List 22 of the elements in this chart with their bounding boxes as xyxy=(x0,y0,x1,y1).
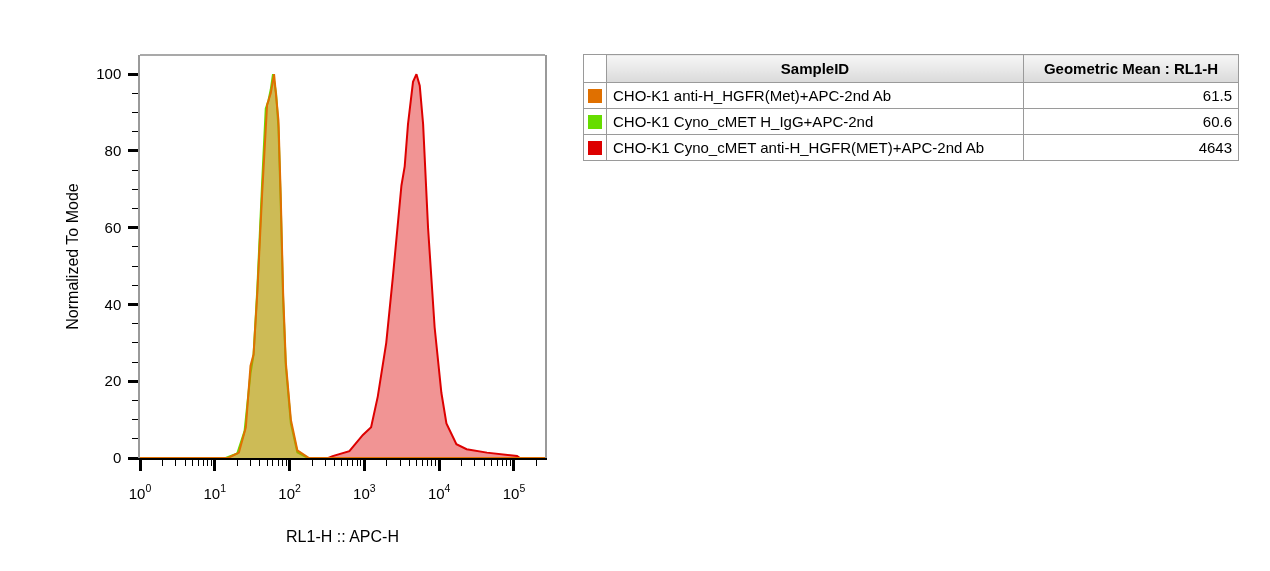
legend-label: CHO-K1 Cyno_cMET anti-H_HGFR(MET)+APC-2nd Ab xyxy=(606,134,1024,161)
y-tick-label: 0 xyxy=(112,449,122,467)
text: 60.6 xyxy=(1023,108,1239,135)
text: 4643 xyxy=(1023,134,1239,161)
legend-label: CHO-K1 anti-H_HGFR(Met)+APC-2nd Ab xyxy=(606,82,1024,109)
text: Geometric Mean : RL1-H xyxy=(1023,54,1239,83)
y-tick-label: 100 xyxy=(96,65,122,83)
x-tick-label: 10$^{1}$ xyxy=(203,482,227,502)
text: 61.5 xyxy=(1023,82,1239,109)
legend-title: SampleID xyxy=(606,54,1024,83)
y-tick-label: 80 xyxy=(104,142,122,160)
y-tick-label: 20 xyxy=(104,372,122,390)
y-tick-label: 60 xyxy=(104,218,122,236)
x-tick-label: 10$^{0}$ xyxy=(128,482,152,502)
x-tick-label: 10$^{5}$ xyxy=(502,482,526,502)
x-tick-label: 10$^{2}$ xyxy=(278,482,302,502)
x-axis-title: RL1-H :: APC-H xyxy=(286,527,399,545)
y-tick-label: 40 xyxy=(104,295,122,313)
legend-label: CHO-K1 Cyno_cMET H_IgG+APC-2nd xyxy=(606,108,1024,135)
x-tick-label: 10$^{3}$ xyxy=(353,482,376,502)
x-tick-label: 10$^{4}$ xyxy=(427,482,451,502)
y-axis-title: Normalized To Mode xyxy=(63,183,81,330)
